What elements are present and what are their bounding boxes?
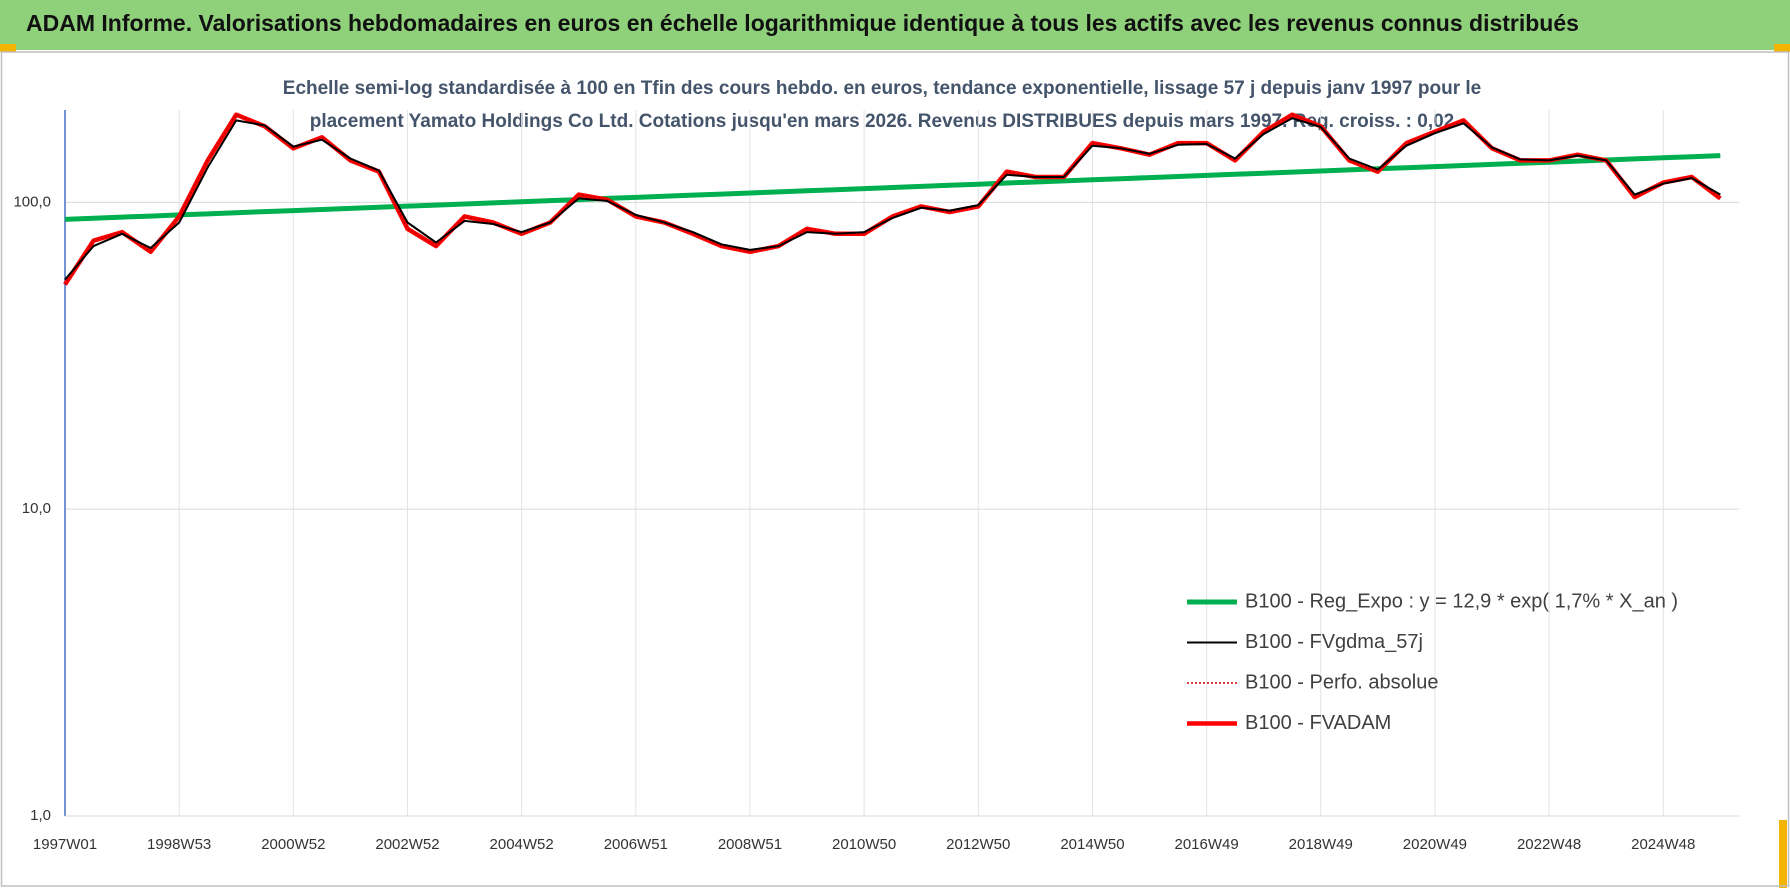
x-tick-label: 2016W49 — [1174, 836, 1238, 853]
x-tick-label: 2012W50 — [946, 836, 1010, 853]
x-tick-label: 2006W51 — [604, 836, 668, 853]
header-bar — [0, 0, 1790, 50]
series-line — [64, 153, 1721, 222]
x-tick-label: 2010W50 — [832, 836, 896, 853]
corner-marker — [0, 44, 16, 52]
series-line — [64, 117, 1721, 281]
y-tick-label: 100,0 — [13, 193, 51, 210]
x-tick-label: 2002W52 — [375, 836, 439, 853]
x-tick-label: 1998W53 — [147, 836, 211, 853]
legend-label: B100 - FVgdma_57j — [1245, 631, 1423, 653]
legend-label: B100 - Perfo. absolue — [1245, 671, 1438, 693]
x-tick-label: 1997W01 — [33, 836, 97, 853]
subtitle: Echelle semi-log standardisée à 100 en T… — [283, 78, 1481, 99]
legend-label: B100 - FVADAM — [1245, 712, 1391, 734]
corner-marker — [1779, 820, 1787, 888]
corner-marker — [1774, 44, 1790, 52]
x-tick-label: 2008W51 — [718, 836, 782, 853]
chart-frame — [0, 51, 1790, 887]
x-tick-label: 2018W49 — [1289, 836, 1353, 853]
x-tick-label: 2024W48 — [1631, 836, 1695, 853]
y-tick-label: 10,0 — [22, 500, 51, 517]
y-tick-label: 1,0 — [30, 807, 51, 824]
x-tick-label: 2020W49 — [1403, 836, 1467, 853]
legend-label: B100 - Reg_Expo : y = 12,9 * exp( 1,7% *… — [1245, 590, 1678, 612]
x-tick-label: 2014W50 — [1060, 836, 1124, 853]
x-tick-label: 2004W52 — [490, 836, 554, 853]
subtitle: placement Yamato Holdings Co Ltd. Cotati… — [310, 111, 1455, 132]
chart-title: ADAM Informe. Valorisations hebdomadaire… — [26, 10, 1579, 36]
x-tick-label: 2022W48 — [1517, 836, 1581, 853]
x-tick-label: 2000W52 — [261, 836, 325, 853]
